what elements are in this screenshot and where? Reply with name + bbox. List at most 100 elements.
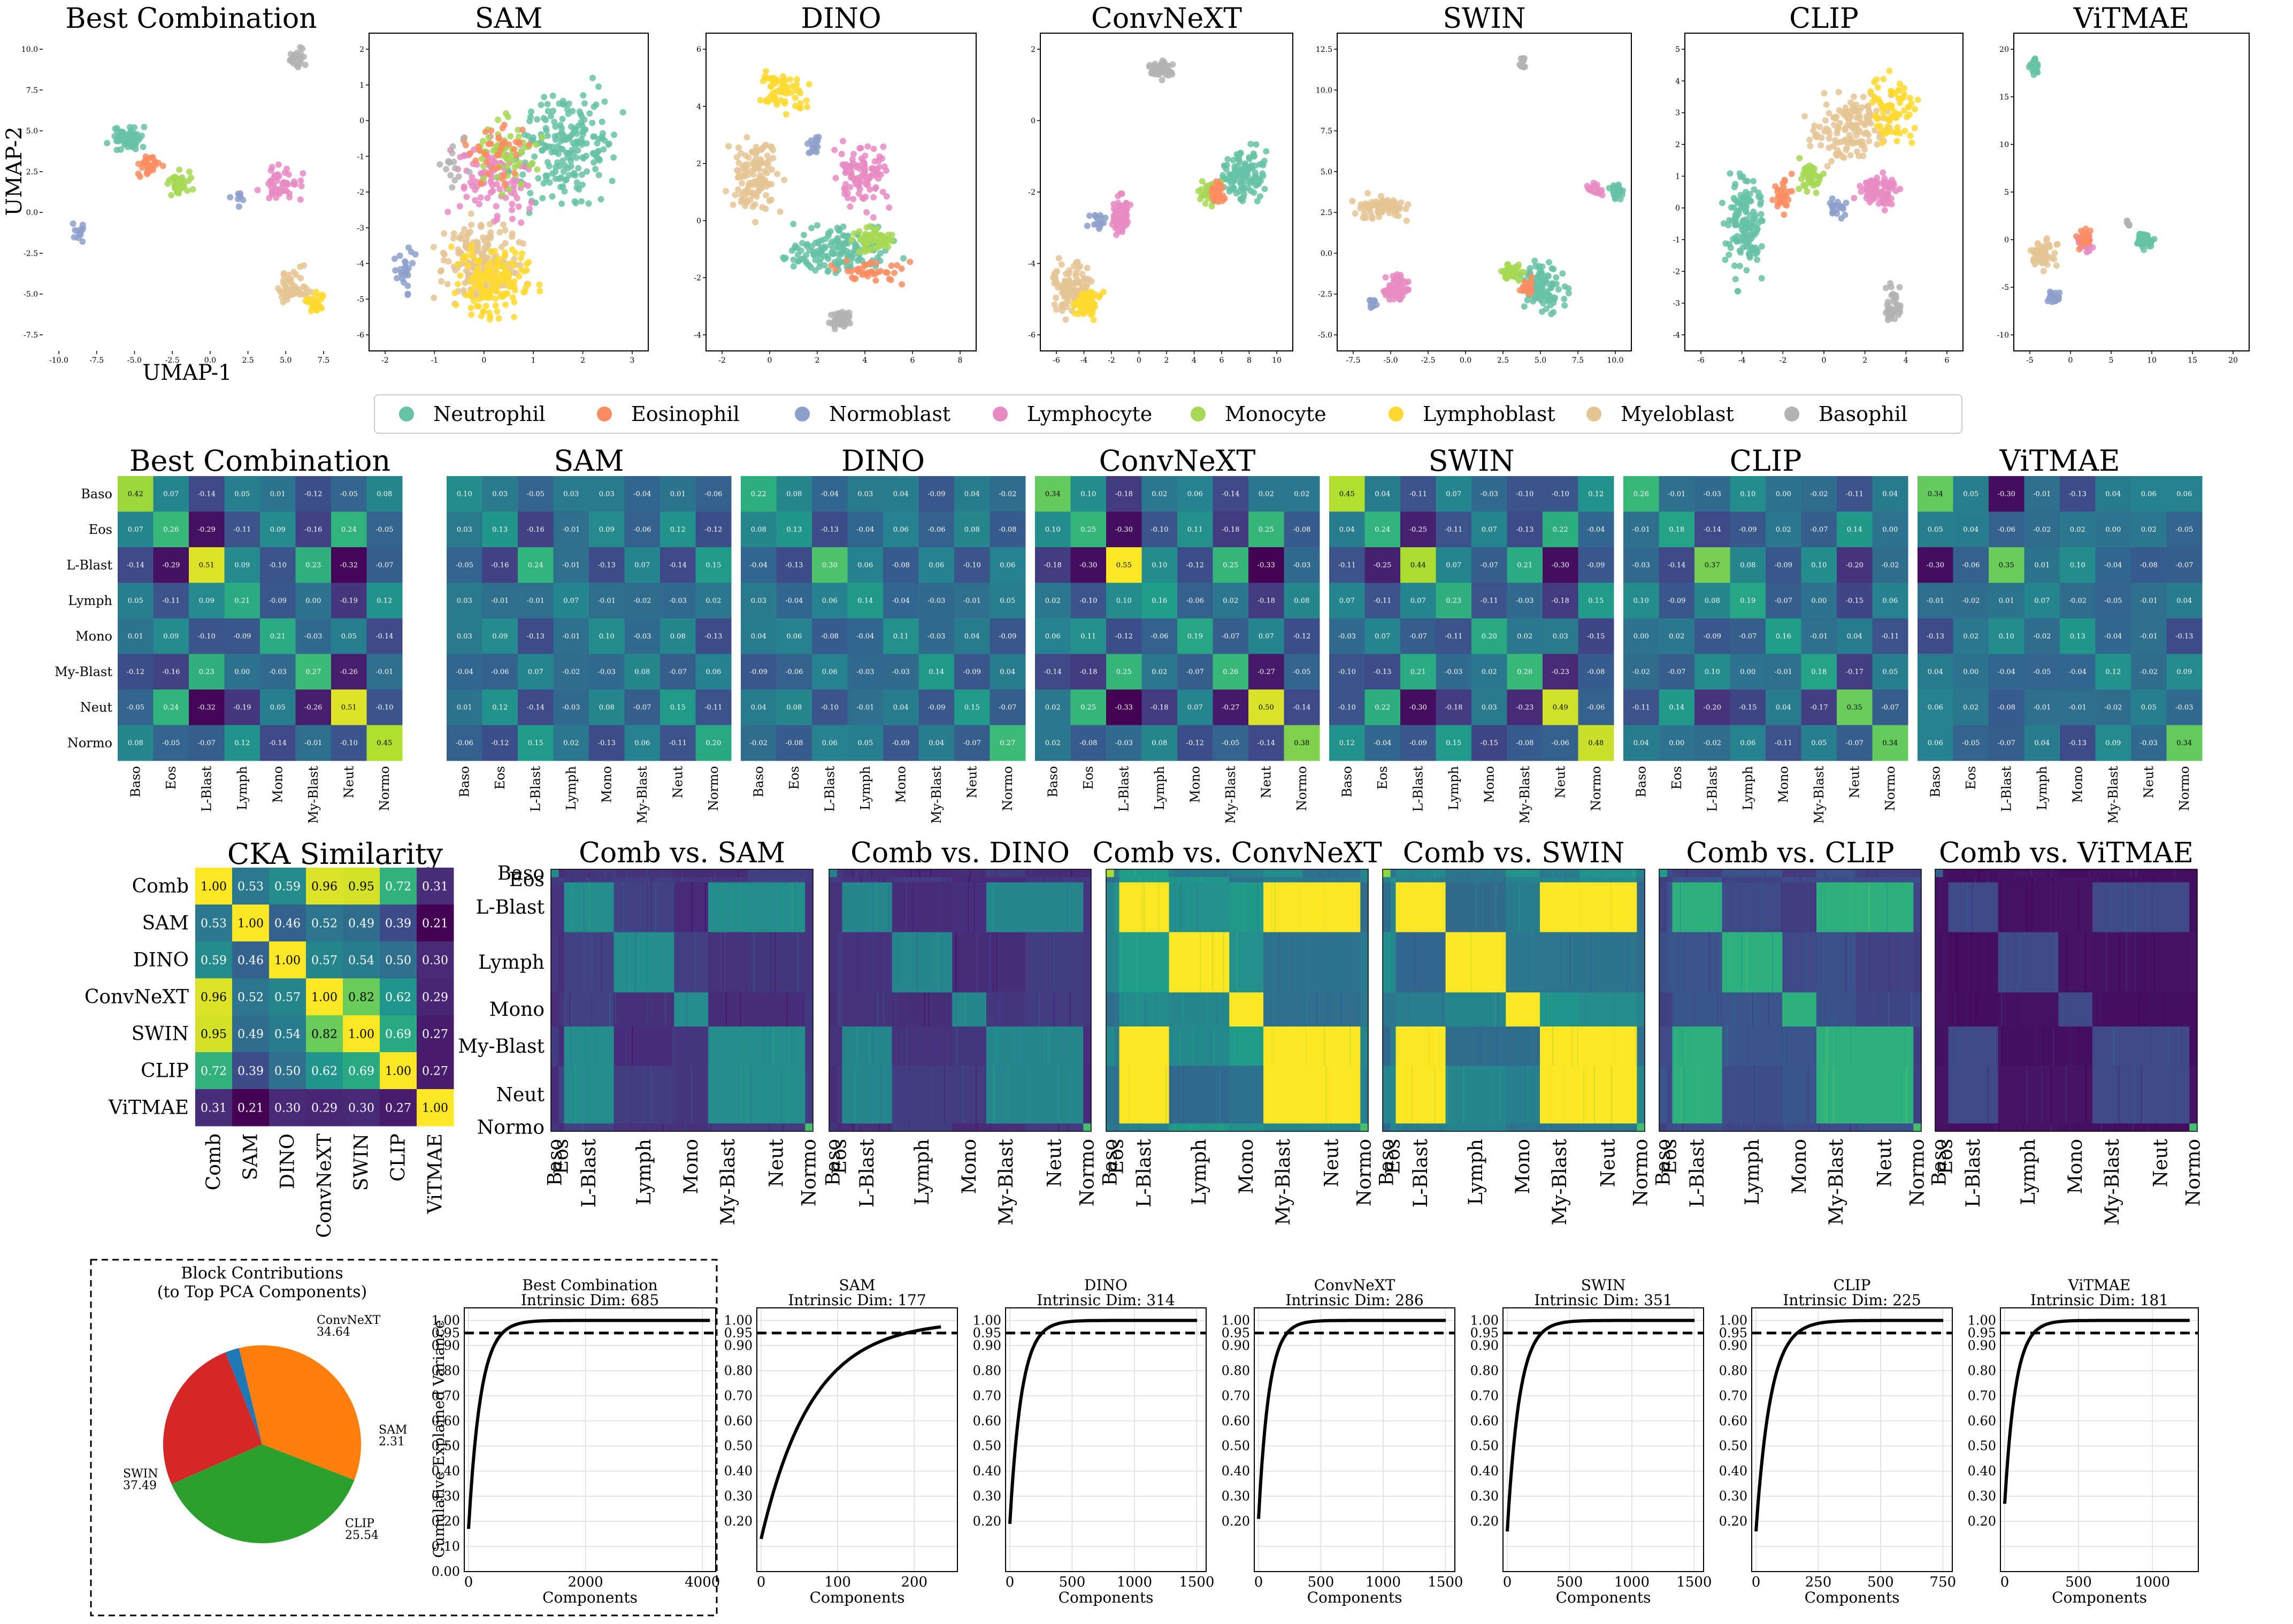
umap-point [1151,63,1158,70]
umap-ytick-label: 20 [1999,45,2009,54]
umap-point [1720,220,1727,227]
sample-heatmap-block [708,877,748,883]
cka-value: 0.57 [274,991,301,1005]
class-heatmap-value: -0.08 [892,561,910,569]
class-heatmap-value: 0.02 [1045,703,1061,711]
umap-point [536,288,543,295]
sample-heatmap-streak [647,992,648,1027]
class-heatmap-value: 0.12 [492,703,508,711]
umap-point [600,146,607,153]
umap-point [808,264,815,271]
umap-point [595,83,602,90]
umap-point [600,130,606,137]
umap-panel-title: DINO [801,3,881,35]
umap-point [797,105,804,112]
class-heatmap-value: 0.00 [1634,632,1649,640]
sample-heatmap-streak [665,877,666,883]
umap-point [503,110,510,117]
class-heatmap-title: ConvNeXT [1099,444,1256,478]
umap-point [573,185,580,191]
class-heatmap-value: -0.07 [1222,632,1239,640]
umap-point [1730,204,1737,211]
umap-point [735,186,741,193]
umap-xtick-label: -7.5 [1346,356,1361,365]
class-heatmap-value: -0.09 [750,668,768,676]
umap-point [852,241,858,248]
umap-point [1248,162,1255,168]
sample-heatmap-streak [626,869,628,877]
class-heatmap-value: -0.13 [704,632,722,640]
umap-point [469,174,476,181]
class-heatmap-value: 0.02 [1776,526,1791,534]
class-heatmap-value: -0.08 [1516,739,1533,747]
class-heatmap-value: -0.03 [1338,632,1356,640]
umap-xtick-label: -4 [1080,356,1088,365]
umap-point [723,188,730,195]
umap-point [592,166,599,173]
umap-point [1914,96,1921,103]
class-heatmap-value: -0.08 [1293,526,1310,534]
umap-point [568,155,574,161]
umap-point [1859,138,1866,145]
cka-value: 1.00 [274,954,301,968]
umap-point [1058,261,1065,268]
sample-heatmap-block [1025,992,1084,1027]
umap-point [479,277,486,284]
class-heatmap-value: 0.34 [1882,739,1898,747]
umap-point [1788,171,1795,177]
class-heatmap-value: 0.23 [305,561,321,569]
umap-point [297,50,304,57]
umap-point [1736,263,1743,270]
sample-heatmap-block [1025,882,1084,933]
umap-ytick-label: 15 [1999,93,2009,102]
class-heatmap-value: -0.06 [491,668,509,676]
umap-point [732,191,739,198]
umap-ytick-label: 12.5 [1316,45,1332,54]
sample-heatmap-streak [644,932,646,993]
umap-point [503,153,510,160]
sample-heatmap-streak [938,882,940,932]
sample-heatmap-xlabel: Neut [765,1138,787,1187]
class-heatmap-value: 0.04 [2176,597,2192,605]
umap-point [1553,280,1560,287]
class-heatmap-value: -0.13 [527,632,545,640]
class-heatmap-value: -0.18 [1445,703,1462,711]
umap-point [559,97,566,104]
umap-point [827,311,834,318]
sample-heatmap-streak [592,932,593,993]
class-heatmap-value: -0.30 [1079,561,1097,569]
cka-value: 0.82 [348,991,374,1005]
umap-point [279,294,285,301]
class-heatmap-value: -0.30 [1552,561,1569,569]
umap-point [447,172,454,179]
sample-heatmap-streak [691,882,693,932]
umap-point [799,240,806,247]
umap-point [1858,119,1864,126]
umap-point [594,140,601,147]
class-heatmap-value: 0.02 [1152,490,1167,498]
class-heatmap-value: 0.06 [786,632,802,640]
umap-point [1550,266,1557,272]
umap-point [2042,256,2049,263]
umap-point [495,151,502,158]
sample-heatmap-block [674,992,709,1027]
class-heatmap-value: 0.05 [1882,668,1898,676]
class-heatmap-value: 0.20 [705,739,721,747]
umap-point [486,221,493,228]
umap-point [818,237,825,244]
class-heatmap-value: -0.01 [375,668,393,676]
class-heatmap-value: -0.04 [892,597,910,605]
class-heatmap-value: 0.15 [1446,739,1461,747]
umap-point [816,263,823,270]
umap-point [467,150,474,157]
cka-value: 0.31 [201,1102,227,1115]
sample-heatmap-streak [956,1027,958,1066]
umap-point [1739,244,1746,251]
cka-value: 0.62 [385,991,411,1005]
class-heatmap-value: 0.00 [234,668,250,676]
umap-point [573,179,580,186]
umap-point [485,134,492,141]
umap-point [459,231,465,238]
class-heatmap-xlabel: My-Blast [306,766,321,824]
class-heatmap-value: -0.06 [1552,739,1569,747]
